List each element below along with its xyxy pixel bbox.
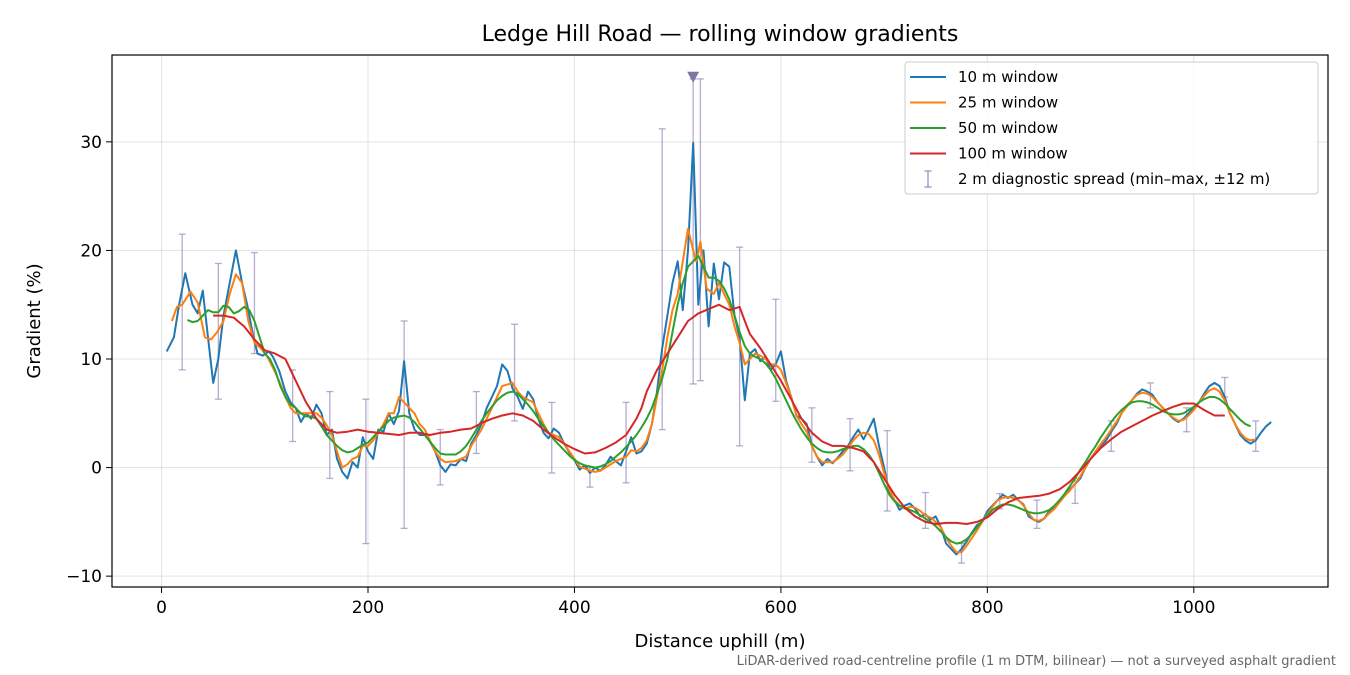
diagnostic-spread-bar	[178, 233, 186, 371]
chart-title: Ledge Hill Road — rolling window gradien…	[482, 22, 959, 47]
y-axis-ticks: −10 0 10 20 30	[66, 133, 112, 587]
footnote: LiDAR-derived road-centreline profile (1…	[737, 654, 1336, 669]
diagnostic-spread-bar	[1252, 420, 1260, 452]
y-tick-label: 20	[80, 241, 102, 261]
diagnostic-spread-bar	[696, 78, 704, 382]
plot-area	[165, 71, 1272, 564]
series-line	[187, 254, 1251, 545]
diagnostic-spread-bar	[622, 401, 630, 484]
legend-label: 10 m window	[958, 68, 1058, 86]
x-axis-ticks: 0 200 400 600 800 1000	[156, 587, 1215, 618]
legend-item: 50 m window	[910, 119, 1058, 137]
peak-marker-triangle	[687, 71, 700, 83]
x-tick-label: 800	[971, 598, 1003, 618]
diagnostic-spread-bar	[326, 390, 334, 480]
legend-label: 100 m window	[958, 145, 1068, 163]
x-axis-label: Distance uphill (m)	[635, 631, 806, 652]
diagnostic-spread-bar	[400, 320, 408, 530]
series-line	[213, 303, 1225, 525]
diagnostic-spread-bar	[362, 398, 370, 545]
series-line	[165, 141, 1272, 556]
x-tick-label: 600	[765, 598, 797, 618]
plot-frame	[111, 54, 1329, 588]
x-tick-label: 0	[156, 598, 167, 618]
diagnostic-spread-bars	[178, 78, 1260, 564]
y-axis-label: Gradient (%)	[24, 263, 45, 378]
legend-item: 25 m window	[910, 94, 1058, 112]
y-tick-label: −10	[66, 567, 102, 587]
series-lines	[165, 141, 1272, 556]
y-tick-label: 10	[80, 350, 102, 370]
diagnostic-spread-bar	[1033, 499, 1041, 530]
y-tick-label: 0	[91, 459, 102, 479]
diagnostic-spread-bar	[472, 390, 480, 455]
legend-item: 100 m window	[910, 145, 1068, 163]
legend-item: 10 m window	[910, 68, 1058, 86]
x-tick-label: 200	[352, 598, 384, 618]
legend-label: 25 m window	[958, 94, 1058, 112]
legend-box	[904, 61, 1319, 195]
diagnostic-spread-bar	[772, 298, 780, 402]
diagnostic-spread-bar	[808, 407, 816, 463]
diagnostic-spread-bar	[511, 323, 519, 422]
y-tick-label: 30	[80, 133, 102, 153]
peak-marker	[687, 71, 700, 83]
diagnostic-spread-bar	[883, 430, 891, 512]
legend-label: 2 m diagnostic spread (min–max, ±12 m)	[958, 170, 1270, 188]
legend-label: 50 m window	[958, 119, 1058, 137]
x-tick-label: 400	[558, 598, 590, 618]
legend: 10 m window 25 m window 50 m window 100 m w…	[904, 61, 1319, 195]
legend-item: 2 m diagnostic spread (min–max, ±12 m)	[924, 170, 1270, 188]
x-tick-label: 1000	[1172, 598, 1215, 618]
